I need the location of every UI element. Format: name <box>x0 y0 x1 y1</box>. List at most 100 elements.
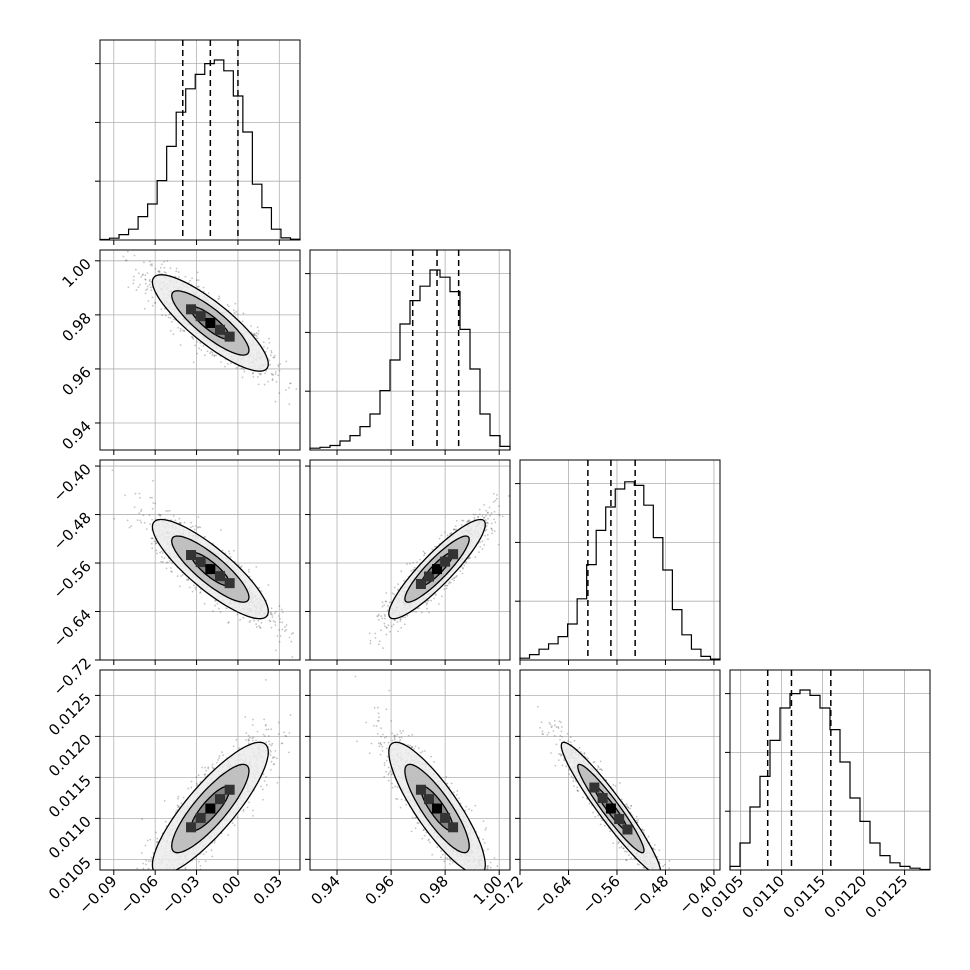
sample-point <box>467 519 470 522</box>
sample-point <box>257 332 260 335</box>
sample-point <box>207 766 210 769</box>
sample-point <box>164 271 167 274</box>
sample-point <box>196 526 199 529</box>
sample-point <box>259 627 262 629</box>
sample-point <box>158 271 161 274</box>
sample-point <box>203 602 206 605</box>
sample-point <box>389 630 391 633</box>
sample-point <box>285 624 288 626</box>
sample-point <box>196 286 199 288</box>
sample-point <box>239 618 242 621</box>
sample-point <box>412 610 415 613</box>
sample-point <box>483 516 486 519</box>
sample-point <box>226 303 229 306</box>
sample-point <box>151 296 154 299</box>
sample-point <box>159 514 162 517</box>
panel-frame <box>99 249 301 451</box>
sample-point <box>191 590 194 593</box>
sample-point <box>368 632 371 635</box>
sample-point <box>290 640 293 643</box>
y-tick-label: 0.98 <box>58 309 94 345</box>
sample-point <box>272 374 275 376</box>
sample-point <box>497 513 500 516</box>
sample-point <box>204 535 206 538</box>
sample-point <box>178 276 180 278</box>
sample-point <box>171 561 173 564</box>
sample-point <box>101 243 103 245</box>
sample-point <box>281 628 284 631</box>
sample-point <box>122 255 125 258</box>
sample-point <box>158 514 161 517</box>
sample-point <box>125 259 127 262</box>
sample-point <box>143 261 145 264</box>
sample-point <box>423 552 426 554</box>
sample-point <box>144 274 147 277</box>
scatter-panel: −0.09−0.06−0.03 0.00 0.030.01050.01100.011… <box>45 669 301 917</box>
sample-point <box>255 335 258 337</box>
sample-point <box>380 615 383 617</box>
histogram-step <box>309 269 511 450</box>
sample-point <box>278 629 281 631</box>
sample-point <box>230 362 232 365</box>
sample-point <box>445 584 448 587</box>
sample-point <box>493 510 496 513</box>
sample-point <box>194 588 197 591</box>
sample-point <box>126 519 129 522</box>
sample-point <box>396 588 399 591</box>
sample-point <box>135 289 138 292</box>
sample-point <box>483 544 486 546</box>
sample-point <box>199 591 202 594</box>
sample-point <box>165 510 168 512</box>
sample-point <box>163 557 166 560</box>
sample-point <box>288 387 290 389</box>
sample-point <box>252 375 255 378</box>
sample-point <box>275 370 277 373</box>
sample-point <box>397 583 399 586</box>
sample-point <box>150 280 152 283</box>
sample-point <box>453 577 455 580</box>
sample-point <box>381 617 384 620</box>
sample-point <box>248 570 250 573</box>
sample-point <box>280 608 283 611</box>
sample-point <box>444 531 446 534</box>
sample-point <box>210 350 213 353</box>
sample-point <box>497 543 500 546</box>
sample-point <box>426 599 429 602</box>
sample-point <box>277 364 280 367</box>
sample-point <box>209 352 211 354</box>
sample-point <box>262 341 265 344</box>
sample-point <box>270 612 273 615</box>
sample-point <box>278 392 281 395</box>
sample-point <box>257 383 260 386</box>
sample-point <box>234 302 237 305</box>
sample-point <box>213 355 216 358</box>
sample-point <box>196 352 199 355</box>
sample-point <box>237 564 240 567</box>
sample-point <box>176 575 179 578</box>
sample-point <box>451 578 454 581</box>
y-tick-label: 0.96 <box>58 363 94 399</box>
sample-point <box>278 369 281 372</box>
panel-content <box>101 243 298 406</box>
sample-point <box>151 507 154 510</box>
sample-point <box>383 617 386 620</box>
sample-point <box>153 540 156 543</box>
sample-point <box>494 499 497 502</box>
sample-point <box>455 519 458 522</box>
sample-point <box>133 275 135 278</box>
sample-point <box>144 278 147 281</box>
sample-point <box>267 380 269 383</box>
sample-point <box>285 628 288 631</box>
sample-point <box>377 618 380 621</box>
sample-point <box>277 615 280 617</box>
sample-point <box>172 333 175 336</box>
sample-point <box>166 561 169 564</box>
sample-point <box>227 362 229 365</box>
sample-point <box>256 376 259 378</box>
sample-point <box>393 618 396 621</box>
sample-point <box>417 607 420 609</box>
sample-point <box>218 295 220 298</box>
sample-point <box>419 558 421 561</box>
sample-point <box>177 806 180 809</box>
sample-point <box>235 366 238 369</box>
